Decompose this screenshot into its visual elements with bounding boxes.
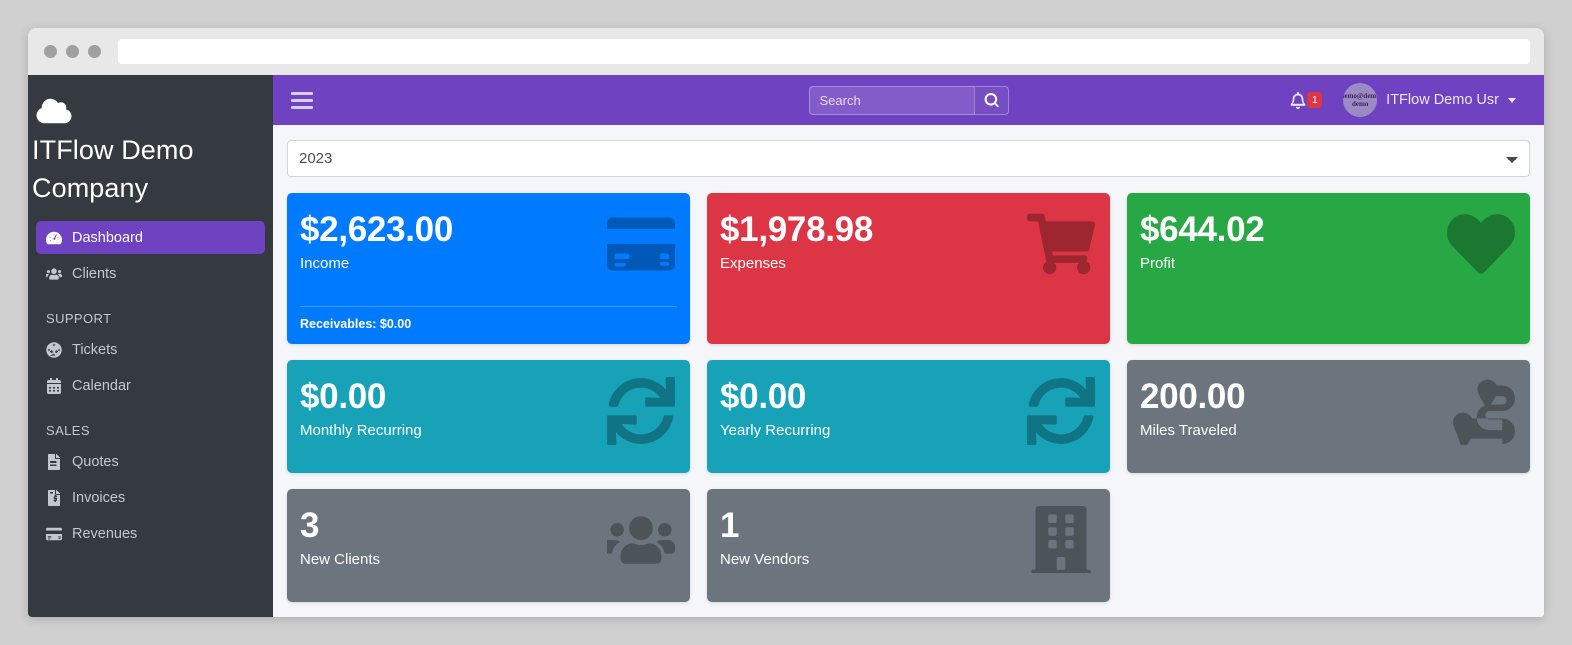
chevron-down-icon: [1508, 97, 1516, 103]
stat-cards-grid: $2,623.00 Income Receivables: $0.00 $1,978.…: [287, 193, 1530, 602]
stat-card-label: Yearly Recurring: [720, 422, 831, 439]
notifications-button[interactable]: 1: [1282, 91, 1330, 109]
content-area: 1 demo@demo demo ITFlow Demo Usr 2023 $2…: [273, 75, 1544, 617]
top-navbar: 1 demo@demo demo ITFlow Demo Usr: [273, 75, 1544, 125]
maximize-window-dot[interactable]: [88, 45, 101, 58]
file-invoice-dollar-icon: [46, 489, 72, 506]
stat-card-profit[interactable]: $644.02 Profit: [1127, 193, 1530, 344]
stat-card-value: $644.02: [1140, 210, 1265, 249]
stat-card-body: 200.00 Miles Traveled: [1127, 360, 1530, 473]
stat-card-value: $2,623.00: [300, 210, 454, 249]
stat-card-value: $0.00: [300, 377, 387, 416]
calendar-icon: [46, 377, 72, 394]
stat-card-expenses[interactable]: $1,978.98 Expenses: [707, 193, 1110, 344]
year-filter-select[interactable]: 2023: [287, 140, 1530, 177]
stat-card-row: $2,623.00 Income Receivables: $0.00 $1,978.…: [287, 193, 1530, 344]
cloud-icon: [32, 91, 76, 131]
file-quote-icon: [46, 453, 72, 470]
stat-card-label: New Clients: [300, 551, 381, 568]
window-controls: [44, 45, 101, 58]
stat-card-body: $0.00 Monthly Recurring: [287, 360, 690, 473]
stat-card-monthly-recurring[interactable]: $0.00 Monthly Recurring: [287, 360, 690, 473]
stat-card-label: New Vendors: [720, 551, 810, 568]
sidebar-item-label: Quotes: [72, 453, 119, 470]
browser-chrome: [28, 28, 1544, 75]
stat-card-body: $644.02 Profit: [1127, 193, 1530, 306]
sidebar-section-support: SUPPORT: [46, 311, 112, 326]
minimize-window-dot[interactable]: [66, 45, 79, 58]
bell-icon: [1290, 91, 1306, 109]
sidebar-item-quotes[interactable]: Quotes: [36, 445, 265, 478]
app-root: ITFlow Demo Company Dashboard Clients SUPP…: [28, 75, 1544, 617]
url-input[interactable]: [118, 39, 1530, 64]
brand-block[interactable]: ITFlow Demo Company: [28, 77, 273, 215]
page-body: 2023 $2,623.00 Income Receivables: $0.00 $1…: [273, 125, 1544, 617]
stat-card-value: $0.00: [720, 377, 807, 416]
sidebar-item-tickets[interactable]: Tickets: [36, 333, 265, 366]
stat-card-value: $1,978.98: [720, 210, 874, 249]
stat-card-body: 1 New Vendors: [707, 489, 1110, 602]
sidebar-item-calendar[interactable]: Calendar: [36, 369, 265, 402]
sidebar-item-revenues[interactable]: Revenues: [36, 517, 265, 550]
sidebar-item-label: Tickets: [72, 341, 118, 358]
stat-card-body: $2,623.00 Income: [287, 193, 690, 306]
stat-card-income[interactable]: $2,623.00 Income Receivables: $0.00: [287, 193, 690, 344]
stat-card-value: 200.00: [1140, 377, 1246, 416]
browser-window: ITFlow Demo Company Dashboard Clients SUPP…: [28, 28, 1544, 617]
empty-grid-slot: [1127, 489, 1530, 602]
stat-card-row: 3 New Clients 1 New Vendors: [287, 489, 1530, 602]
stat-card-body: 3 New Clients: [287, 489, 690, 602]
sidebar-item-dashboard[interactable]: Dashboard: [36, 221, 265, 254]
sidebar-item-invoices[interactable]: Invoices: [36, 481, 265, 514]
sidebar-item-label: Dashboard: [72, 229, 143, 246]
life-ring-icon: [46, 341, 72, 358]
user-menu-label: ITFlow Demo Usr: [1386, 92, 1499, 108]
users-icon: [46, 266, 72, 282]
stat-card-body: $0.00 Yearly Recurring: [707, 360, 1110, 473]
sidebar-item-label: Clients: [72, 265, 117, 282]
search-button[interactable]: [973, 85, 1009, 115]
search-form: [808, 85, 1009, 115]
stat-card-value: 3: [300, 506, 320, 545]
navbar-right: 1 demo@demo demo ITFlow Demo Usr: [1282, 83, 1530, 117]
close-window-dot[interactable]: [44, 45, 57, 58]
stat-card-new-clients[interactable]: 3 New Clients: [287, 489, 690, 602]
stat-card-label: Profit: [1140, 255, 1176, 272]
stat-card-row: $0.00 Monthly Recurring $0.00 Yearly Recurr…: [287, 360, 1530, 473]
stat-card-miles-traveled[interactable]: 200.00 Miles Traveled: [1127, 360, 1530, 473]
brand-title: ITFlow Demo Company: [32, 135, 194, 203]
sidebar-section-sales: SALES: [46, 423, 90, 438]
stat-card-body: $1,978.98 Expenses: [707, 193, 1110, 306]
user-menu[interactable]: ITFlow Demo Usr: [1386, 92, 1530, 108]
hamburger-icon[interactable]: [291, 90, 313, 110]
sidebar: ITFlow Demo Company Dashboard Clients SUPP…: [28, 75, 273, 617]
credit-card-icon: [46, 526, 72, 542]
sidebar-item-label: Revenues: [72, 525, 138, 542]
stat-card-label: Miles Traveled: [1140, 422, 1237, 439]
stat-card-new-vendors[interactable]: 1 New Vendors: [707, 489, 1110, 602]
notification-count-badge: 1: [1307, 92, 1323, 108]
search-input[interactable]: [808, 85, 974, 115]
stat-card-footer: Receivables: $0.00: [300, 306, 677, 344]
avatar-line-2: demo: [1352, 99, 1369, 108]
avatar[interactable]: demo@demo demo: [1343, 83, 1378, 117]
sidebar-nav: Dashboard Clients SUPPORT Tickets Calendar SA…: [28, 215, 273, 550]
stat-card-yearly-recurring[interactable]: $0.00 Yearly Recurring: [707, 360, 1110, 473]
sidebar-item-label: Invoices: [72, 489, 126, 506]
sidebar-item-label: Calendar: [72, 377, 131, 394]
stat-card-value: 1: [720, 506, 740, 545]
stat-card-label: Income: [300, 255, 350, 272]
stat-card-label: Expenses: [720, 255, 786, 272]
tachometer-icon: [46, 230, 72, 246]
avatar-line-1: demo@demo: [1343, 91, 1377, 100]
stat-card-label: Monthly Recurring: [300, 422, 422, 439]
sidebar-item-clients[interactable]: Clients: [36, 257, 265, 290]
